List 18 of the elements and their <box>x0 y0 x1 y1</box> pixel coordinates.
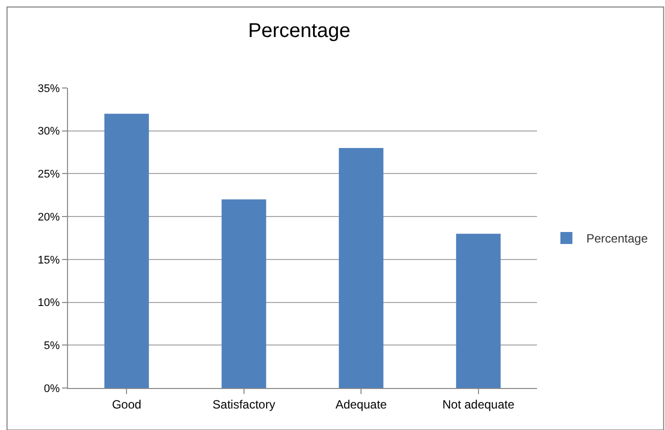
y-tick-label: 35% <box>38 82 60 95</box>
y-tick-label: 30% <box>38 126 60 138</box>
x-tick-label: Satisfactory <box>212 397 276 412</box>
x-tick-label: Adequate <box>335 397 388 412</box>
y-tick-label: 0% <box>44 382 60 395</box>
bar <box>338 148 384 388</box>
bar <box>222 199 266 388</box>
chart-title: Percentage <box>248 20 350 42</box>
x-tick-label: Good <box>112 397 142 412</box>
y-tick-label: 5% <box>44 340 60 352</box>
y-tick-label: 15% <box>38 254 60 266</box>
bar <box>456 234 501 388</box>
y-tick-label: 10% <box>38 297 60 310</box>
x-tick-label: Not adequate <box>442 397 515 412</box>
legend-label: Percentage <box>586 232 648 246</box>
y-tick-label: 25% <box>38 168 60 181</box>
bar <box>104 114 149 388</box>
y-tick-label: 20% <box>38 211 60 224</box>
